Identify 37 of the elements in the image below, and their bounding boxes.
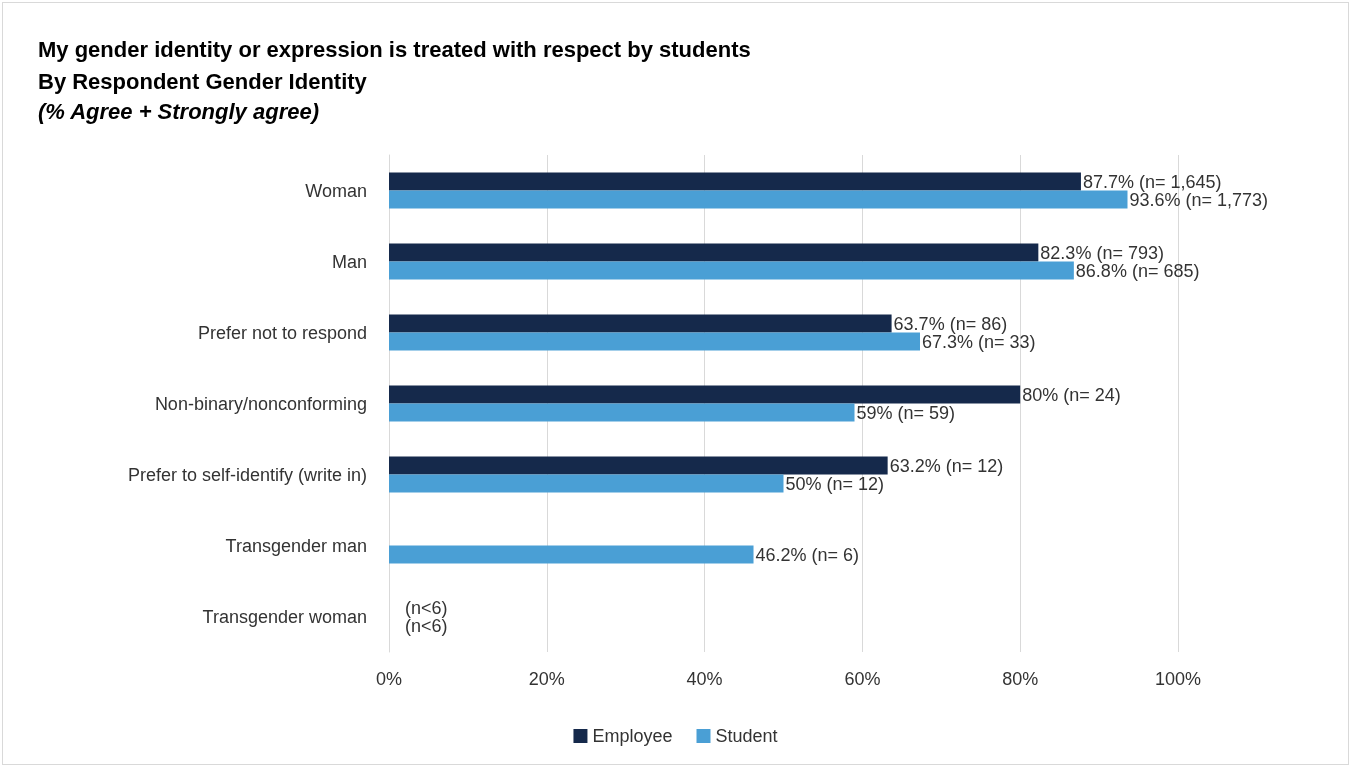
legend-label: Student <box>715 726 778 746</box>
y-tick-label: Prefer not to respond <box>197 322 367 343</box>
data-label: 59% (n= 59) <box>856 402 956 423</box>
y-tick-label: Prefer to self-identify (write in) <box>127 464 367 485</box>
text: (n<6) <box>405 597 448 618</box>
x-tick-label: 80% <box>1002 669 1039 689</box>
data-label: 80% (n= 24) <box>1022 384 1121 405</box>
bar <box>389 190 1128 209</box>
data-label: 50% (n= 12) <box>785 473 885 494</box>
y-tick-label: Transgender man <box>225 535 367 556</box>
x-tick-label: 60% <box>844 669 881 689</box>
bar <box>389 243 1039 262</box>
x-tick-label: 100% <box>1154 669 1202 689</box>
y-tick-label: Woman <box>305 180 367 201</box>
bar <box>389 314 892 333</box>
bar <box>389 172 1081 191</box>
bar <box>389 332 920 351</box>
x-tick-label: 20% <box>528 669 565 689</box>
bar <box>389 545 754 564</box>
bar <box>389 456 888 475</box>
bar <box>389 403 855 422</box>
data-label: 63.7% (n= 86) <box>893 313 1008 334</box>
legend-label: Employee <box>592 726 673 746</box>
bar <box>389 474 784 493</box>
bar <box>389 385 1021 404</box>
x-tick-label: 40% <box>686 669 723 689</box>
chart-title: My gender identity or expression is treated with respect by students <box>38 36 751 62</box>
bar <box>389 261 1074 280</box>
data-label: 46.2% (n= 6) <box>755 544 860 565</box>
x-tick-label: 0% <box>375 669 403 689</box>
data-label: 63.2% (n= 12) <box>889 455 1004 476</box>
data-label: 87.7% (n= 1,645) <box>1082 171 1222 192</box>
y-tick-label: Transgender woman <box>202 606 367 627</box>
data-label: 82.3% (n= 793) <box>1040 242 1164 263</box>
text: By Respondent Gender Identity (% Agree + Strongly agree) <box>38 68 368 124</box>
y-tick-label: Man <box>331 251 367 272</box>
y-tick-label: Non-binary/nonconforming <box>154 393 367 414</box>
